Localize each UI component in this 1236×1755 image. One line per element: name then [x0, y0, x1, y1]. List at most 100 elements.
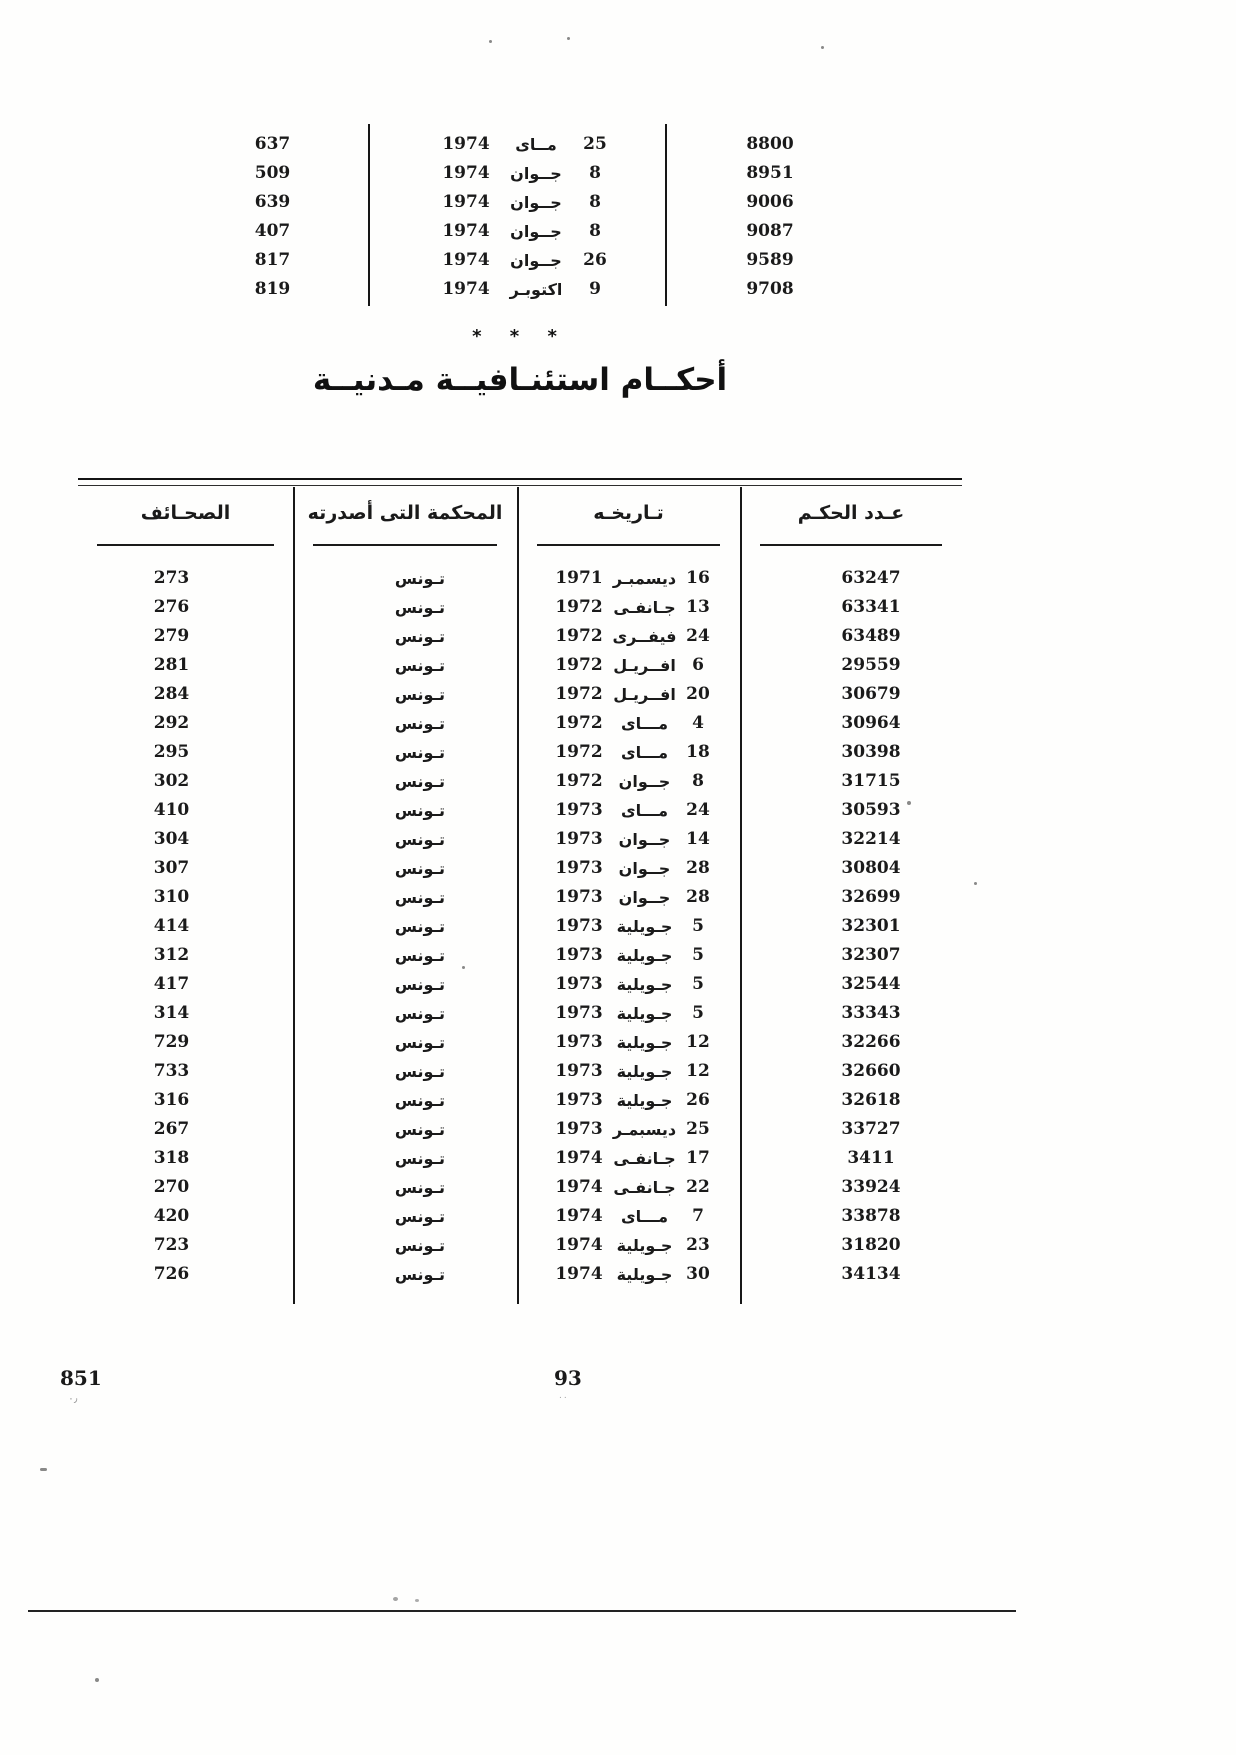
date-month: جـويلية [616, 1033, 673, 1052]
header-court-label: المحكمة التى أصدرته [307, 502, 503, 524]
court-cell: تـونس [394, 1178, 446, 1197]
judgment-number-cell: 30398 [841, 742, 901, 762]
court-cell: تـونس [394, 1236, 446, 1255]
judgment-number-cell: 63489 [841, 626, 901, 646]
judgment-row: 723 تـونس 23 جـويلية 1974 31820 [78, 1231, 962, 1260]
page-ref-cell: 509 [254, 163, 291, 183]
date-day: 8 [692, 771, 704, 791]
court-cell: تـونس [394, 859, 446, 878]
header-underline [759, 544, 943, 546]
pages-cell: 414 [153, 916, 190, 936]
date-day: 6 [692, 655, 704, 675]
court-cell: تـونس [394, 714, 446, 733]
footer-smudge: ٠٠ [558, 1393, 568, 1403]
judgment-row: 314 تـونس 5 جـويلية 1973 33343 [78, 999, 962, 1028]
date-year: 1972 [555, 742, 603, 762]
header-underline [537, 544, 720, 546]
court-cell: تـونس [394, 1265, 446, 1284]
judgment-number-cell: 9589 [746, 250, 794, 270]
date-cell: 12 جـويلية 1973 [517, 1028, 740, 1057]
civil-appeal-judgments-table: الصحـائف المحكمة التى أصدرته تـاريخـه عـ… [78, 478, 962, 1310]
table-top-rule-2 [78, 485, 962, 486]
date-day: 12 [686, 1061, 710, 1081]
date-month: جـويلية [616, 1004, 673, 1023]
date-cell: 16 ديسمبـر 1971 [517, 564, 740, 593]
date-month: جــوان [618, 772, 671, 791]
scan-speck [95, 1678, 99, 1682]
top-index-table: 637 25 مــاى 1974 8800 509 8 جــوان 1974 8951 639 8… [215, 124, 815, 306]
page-ref-cell: 637 [254, 134, 291, 154]
court-cell: تـونس [394, 598, 446, 617]
date-year: 1974 [555, 1235, 603, 1255]
page-ref-cell: 639 [254, 192, 291, 212]
date-cell: 8 جــوان 1974 [368, 188, 665, 217]
date-cell: 8 جــوان 1974 [368, 159, 665, 188]
date-year: 1973 [555, 1003, 603, 1023]
pages-cell: 314 [153, 1003, 190, 1023]
date-year: 1973 [555, 1119, 603, 1139]
scan-speck [393, 1597, 398, 1601]
date-day: 24 [686, 800, 710, 820]
judgment-number-cell: 32699 [841, 887, 901, 907]
date-day: 24 [686, 626, 710, 646]
judgment-number-cell: 34134 [841, 1264, 901, 1284]
pages-cell: 267 [153, 1119, 190, 1139]
date-year: 1972 [555, 684, 603, 704]
pages-cell: 302 [153, 771, 190, 791]
date-day: 5 [692, 974, 704, 994]
date-month: جـانفـى [613, 1149, 676, 1168]
date-month: جـانفـى [613, 598, 676, 617]
date-cell: 8 جــوان 1974 [368, 217, 665, 246]
pages-cell: 279 [153, 626, 190, 646]
court-cell: تـونس [394, 917, 446, 936]
date-year: 1974 [555, 1148, 603, 1168]
judgment-row: 295 تـونس 18 مـــاى 1972 30398 [78, 738, 962, 767]
date-day: 7 [692, 1206, 704, 1226]
judgment-number-cell: 33924 [841, 1177, 901, 1197]
date-cell: 7 مـــاى 1974 [517, 1202, 740, 1231]
top-table-rows: 637 25 مــاى 1974 8800 509 8 جــوان 1974 8951 639 8… [215, 130, 815, 304]
date-cell: 23 جـويلية 1974 [517, 1231, 740, 1260]
date-month: جـويلية [616, 1062, 673, 1081]
pages-cell: 733 [153, 1061, 190, 1081]
date-year: 1973 [555, 916, 603, 936]
date-month: جـويلية [616, 917, 673, 936]
judgment-number-cell: 30593 [841, 800, 901, 820]
date-day: 14 [686, 829, 710, 849]
judgment-number-cell: 9708 [746, 279, 794, 299]
date-year: 1972 [555, 655, 603, 675]
court-cell: تـونس [394, 1207, 446, 1226]
date-cell: 4 مـــاى 1972 [517, 709, 740, 738]
date-cell: 28 جــوان 1973 [517, 854, 740, 883]
date-cell: 12 جـويلية 1973 [517, 1057, 740, 1086]
date-month: جــوان [618, 859, 671, 878]
pages-cell: 284 [153, 684, 190, 704]
pages-cell: 273 [153, 568, 190, 588]
date-month: مـــاى [621, 1207, 668, 1226]
date-day: 5 [692, 1003, 704, 1023]
pages-cell: 420 [153, 1206, 190, 1226]
date-year: 1973 [555, 945, 603, 965]
date-cell: 24 مـــاى 1973 [517, 796, 740, 825]
pages-cell: 312 [153, 945, 190, 965]
date-cell: 25 ديسبمـر 1973 [517, 1115, 740, 1144]
pages-cell: 292 [153, 713, 190, 733]
date-cell: 18 مـــاى 1972 [517, 738, 740, 767]
date-month: جــوان [510, 193, 562, 212]
stars-separator: * * * [472, 326, 568, 347]
date-month: افــريـل [613, 656, 676, 675]
date-year: 1973 [555, 887, 603, 907]
date-day: 18 [686, 742, 710, 762]
judgment-number-cell: 33878 [841, 1206, 901, 1226]
scan-speck [974, 882, 977, 885]
judgment-number-cell: 32301 [841, 916, 901, 936]
scan-speck [907, 801, 911, 805]
bottom-rule [28, 1610, 1016, 1612]
judgment-number-cell: 31820 [841, 1235, 901, 1255]
date-day: 28 [686, 887, 710, 907]
top-index-row: 407 8 جــوان 1974 9087 [215, 217, 815, 246]
judgment-row: 312 تـونس 5 جـويلية 1973 32307 [78, 941, 962, 970]
date-cell: 26 جــوان 1974 [368, 246, 665, 275]
date-year: 1974 [442, 279, 490, 299]
judgment-number-cell: 32214 [841, 829, 901, 849]
